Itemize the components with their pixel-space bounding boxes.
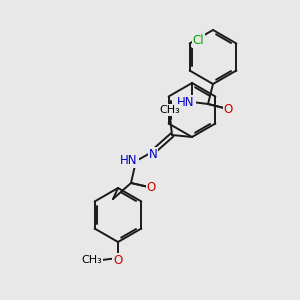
Text: Cl: Cl (193, 34, 204, 47)
Text: O: O (224, 103, 233, 116)
Text: CH₃: CH₃ (82, 255, 102, 265)
Text: N: N (148, 148, 158, 160)
Text: HN: HN (120, 154, 138, 167)
Text: HN: HN (177, 95, 195, 109)
Text: CH₃: CH₃ (160, 105, 180, 115)
Text: O: O (113, 254, 123, 266)
Text: O: O (147, 181, 156, 194)
